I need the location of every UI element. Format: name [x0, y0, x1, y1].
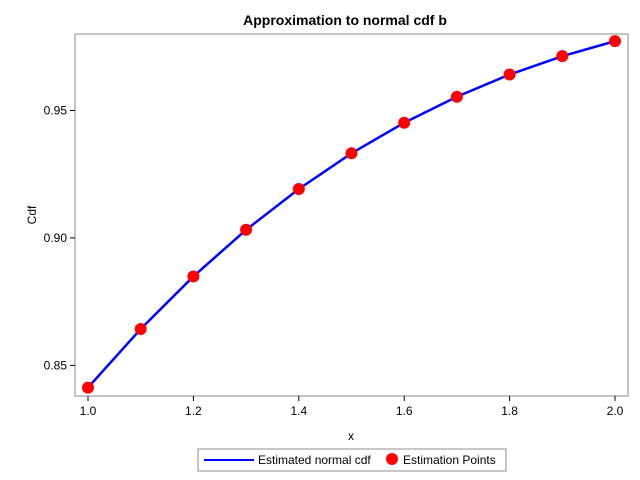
x-axis-label: x	[348, 429, 354, 443]
y-tick-label: 0.95	[44, 103, 68, 117]
chart-title: Approximation to normal cdf b	[243, 12, 447, 28]
x-axis: 1.0 1.2 1.4 1.6 1.8 2.0	[80, 396, 624, 418]
x-tick-label: 1.2	[185, 404, 202, 418]
series-layer	[82, 35, 621, 394]
x-tick-label: 2.0	[607, 404, 624, 418]
data-point	[292, 182, 305, 195]
y-axis-label: Cdf	[25, 205, 39, 224]
data-point	[345, 147, 358, 160]
y-axis: 0.85 0.90 0.95	[44, 103, 75, 372]
data-point	[450, 90, 463, 103]
data-point	[556, 50, 569, 63]
y-tick-label: 0.85	[44, 358, 68, 372]
legend-label-line: Estimated normal cdf	[258, 453, 371, 467]
x-tick-label: 1.6	[396, 404, 413, 418]
legend-box	[197, 448, 507, 472]
x-tick-label: 1.4	[290, 404, 307, 418]
x-tick-label: 1.8	[501, 404, 518, 418]
data-point	[398, 116, 411, 129]
legend-label-markers: Estimation Points	[403, 453, 496, 467]
data-point	[240, 223, 253, 236]
data-point	[609, 35, 621, 48]
data-point	[503, 68, 516, 81]
data-point	[134, 322, 147, 335]
legend-marker-swatch	[386, 453, 398, 465]
legend: Estimated normal cdf Estimation Points	[197, 448, 507, 472]
data-point	[187, 270, 200, 283]
x-tick-label: 1.0	[80, 404, 97, 418]
plot-area	[74, 33, 629, 397]
y-tick-label: 0.90	[44, 231, 68, 245]
data-point	[82, 381, 94, 394]
